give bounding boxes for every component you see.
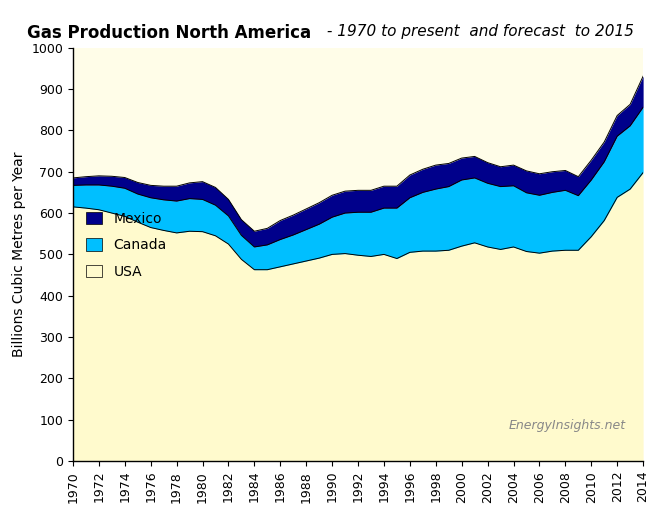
Y-axis label: Billions Cubic Metres per Year: Billions Cubic Metres per Year xyxy=(12,152,26,357)
Text: Gas Production North America: Gas Production North America xyxy=(27,24,311,42)
Text: - 1970 to present  and forecast  to 2015: - 1970 to present and forecast to 2015 xyxy=(322,24,634,39)
Text: EnergyInsights.net: EnergyInsights.net xyxy=(509,419,626,432)
Legend: Mexico, Canada, USA: Mexico, Canada, USA xyxy=(86,212,166,279)
